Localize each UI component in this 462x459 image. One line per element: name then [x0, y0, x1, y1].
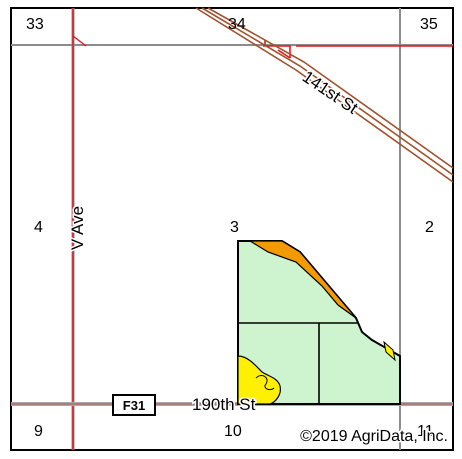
soil-zone-inclusion	[255, 375, 275, 391]
section-label-4: 4	[34, 219, 43, 236]
section-label-11: 11	[417, 423, 434, 440]
road-label-v-ave: V Ave	[68, 206, 87, 250]
field-dividers	[238, 322, 359, 404]
route-shield-f31-label: F31	[123, 398, 145, 413]
road-tick-nw	[72, 35, 87, 47]
soil-zone-orange[interactable]	[247, 240, 357, 319]
copyright-text: ©2019 AgriData, Inc.	[300, 428, 448, 445]
section-label-2: 2	[425, 219, 434, 236]
soil-zone-yellow-sw[interactable]	[237, 355, 281, 405]
section-label-9: 9	[34, 423, 43, 440]
route-shield-f31	[112, 394, 156, 416]
road-141st-st	[195, 7, 454, 183]
soil-zone-yellow-east[interactable]	[383, 340, 396, 362]
section-label-3: 3	[230, 219, 239, 236]
section-label-10: 10	[224, 423, 242, 440]
section-label-35: 35	[420, 16, 438, 33]
section-label-33: 33	[26, 16, 44, 33]
road-label-190th-st: 190th St	[192, 395, 256, 414]
north-red-road	[263, 40, 453, 59]
section-label-34: 34	[228, 16, 246, 33]
